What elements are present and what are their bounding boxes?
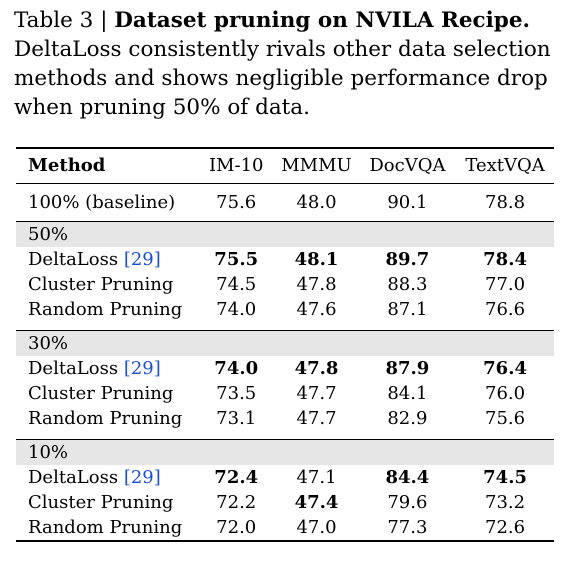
caption-prefix: Table 3 | xyxy=(14,8,115,33)
im10-value: 74.0 xyxy=(216,299,257,320)
table-row: Cluster Pruning 74.5 47.8 88.3 77.0 xyxy=(16,272,554,297)
im10-value: 74.0 xyxy=(214,358,259,379)
baseline-row: 100% (baseline) 75.6 48.0 90.1 78.8 xyxy=(16,183,554,222)
im10-value: 74.5 xyxy=(216,274,257,295)
method-cell: Random Pruning xyxy=(16,297,198,322)
baseline-method: 100% (baseline) xyxy=(16,183,199,222)
mmmu-value: 47.1 xyxy=(296,467,337,488)
header-method: Method xyxy=(16,147,199,184)
docvqa-value: 87.9 xyxy=(385,358,430,379)
docvqa-value: 84.1 xyxy=(387,383,428,404)
method-cell: Random Pruning xyxy=(16,406,198,431)
method-cell: DeltaLoss [29] xyxy=(16,247,198,272)
group-label: 30% xyxy=(16,330,554,356)
method-name: DeltaLoss xyxy=(28,467,119,488)
header-textvqa: TextVQA xyxy=(456,147,554,184)
textvqa-value: 77.0 xyxy=(485,274,526,295)
table-row: Cluster Pruning 73.5 47.7 84.1 76.0 xyxy=(16,381,554,406)
group-label: 10% xyxy=(16,439,554,465)
table-row: Random Pruning 73.1 47.7 82.9 75.6 xyxy=(16,406,554,431)
baseline-docvqa: 90.1 xyxy=(358,183,457,222)
textvqa-value: 74.5 xyxy=(483,467,527,488)
textvqa-value: 73.2 xyxy=(485,492,526,513)
results-table: Method IM-10 MMMU DocVQA TextVQA 100% (b… xyxy=(16,147,554,542)
mmmu-value: 47.7 xyxy=(296,408,337,429)
mmmu-value: 47.0 xyxy=(274,515,359,542)
method-name: Cluster Pruning xyxy=(28,274,174,295)
mmmu-value: 47.4 xyxy=(294,492,339,513)
method-name: Random Pruning xyxy=(28,299,183,320)
method-name: Cluster Pruning xyxy=(28,492,174,513)
group-spacer xyxy=(16,431,554,440)
caption-title: Dataset pruning on NVILA Recipe xyxy=(114,8,523,33)
group-label: 50% xyxy=(16,221,554,247)
im10-value: 72.4 xyxy=(214,467,259,488)
header-docvqa: DocVQA xyxy=(358,147,457,184)
group-spacer xyxy=(16,322,554,331)
table-caption: Table 3 | Dataset pruning on NVILA Recip… xyxy=(14,6,562,122)
textvqa-value: 76.4 xyxy=(483,358,527,379)
group-header-row: 50% xyxy=(16,221,554,247)
textvqa-value: 75.6 xyxy=(485,408,526,429)
mmmu-value: 47.7 xyxy=(296,383,337,404)
method-cell: DeltaLoss [29] xyxy=(16,465,198,490)
method-cell: Cluster Pruning xyxy=(16,381,198,406)
im10-value: 72.2 xyxy=(216,492,257,513)
im10-value: 73.5 xyxy=(216,383,257,404)
table-row: DeltaLoss [29] 72.4 47.1 84.4 74.5 xyxy=(16,465,554,490)
mmmu-value: 47.8 xyxy=(296,274,337,295)
textvqa-value: 78.4 xyxy=(483,249,527,270)
method-cell: Cluster Pruning xyxy=(16,490,198,515)
table-body: 100% (baseline) 75.6 48.0 90.1 78.8 50% D… xyxy=(16,183,554,542)
method-name: Cluster Pruning xyxy=(28,383,174,404)
im10-value: 73.1 xyxy=(216,408,257,429)
baseline-im10: 75.6 xyxy=(198,183,275,222)
group-header-row: 10% xyxy=(16,439,554,465)
group-header-row: 30% xyxy=(16,330,554,356)
header-row: Method IM-10 MMMU DocVQA TextVQA xyxy=(16,147,554,184)
table-row: Cluster Pruning 72.2 47.4 79.6 73.2 xyxy=(16,490,554,515)
docvqa-value: 79.6 xyxy=(387,492,428,513)
mmmu-value: 47.6 xyxy=(296,299,337,320)
method-name: DeltaLoss xyxy=(28,358,119,379)
caption-text: DeltaLoss consistently rivals other data… xyxy=(14,37,551,120)
docvqa-value: 88.3 xyxy=(387,274,428,295)
docvqa-value: 84.4 xyxy=(385,467,430,488)
im10-value: 72.0 xyxy=(198,515,275,542)
table-row: DeltaLoss [29] 75.5 48.1 89.7 78.4 xyxy=(16,247,554,272)
docvqa-value: 77.3 xyxy=(358,515,457,542)
table-row: Random Pruning 72.0 47.0 77.3 72.6 xyxy=(16,515,554,542)
textvqa-value: 72.6 xyxy=(456,515,554,542)
method-cell: DeltaLoss [29] xyxy=(16,356,198,381)
citation-link[interactable]: [29] xyxy=(123,249,161,270)
citation-link[interactable]: [29] xyxy=(123,358,161,379)
table-row: DeltaLoss [29] 74.0 47.8 87.9 76.4 xyxy=(16,356,554,381)
textvqa-value: 76.6 xyxy=(485,299,526,320)
header-im10: IM-10 xyxy=(198,147,275,184)
docvqa-value: 82.9 xyxy=(387,408,428,429)
method-cell: Random Pruning xyxy=(16,515,199,542)
docvqa-value: 87.1 xyxy=(387,299,428,320)
method-name: Random Pruning xyxy=(28,517,183,538)
mmmu-value: 47.8 xyxy=(294,358,339,379)
header-mmmu: MMMU xyxy=(274,147,359,184)
mmmu-value: 48.1 xyxy=(294,249,339,270)
im10-value: 75.5 xyxy=(214,249,259,270)
method-cell: Cluster Pruning xyxy=(16,272,198,297)
spacer-cell xyxy=(16,322,554,331)
citation-link[interactable]: [29] xyxy=(123,467,161,488)
baseline-mmmu: 48.0 xyxy=(274,183,359,222)
method-name: DeltaLoss xyxy=(28,249,119,270)
textvqa-value: 76.0 xyxy=(485,383,526,404)
spacer-cell xyxy=(16,431,554,440)
table-row: Random Pruning 74.0 47.6 87.1 76.6 xyxy=(16,297,554,322)
baseline-textvqa: 78.8 xyxy=(456,183,554,222)
method-name: Random Pruning xyxy=(28,408,183,429)
docvqa-value: 89.7 xyxy=(385,249,430,270)
caption-title-end: . xyxy=(522,8,531,33)
